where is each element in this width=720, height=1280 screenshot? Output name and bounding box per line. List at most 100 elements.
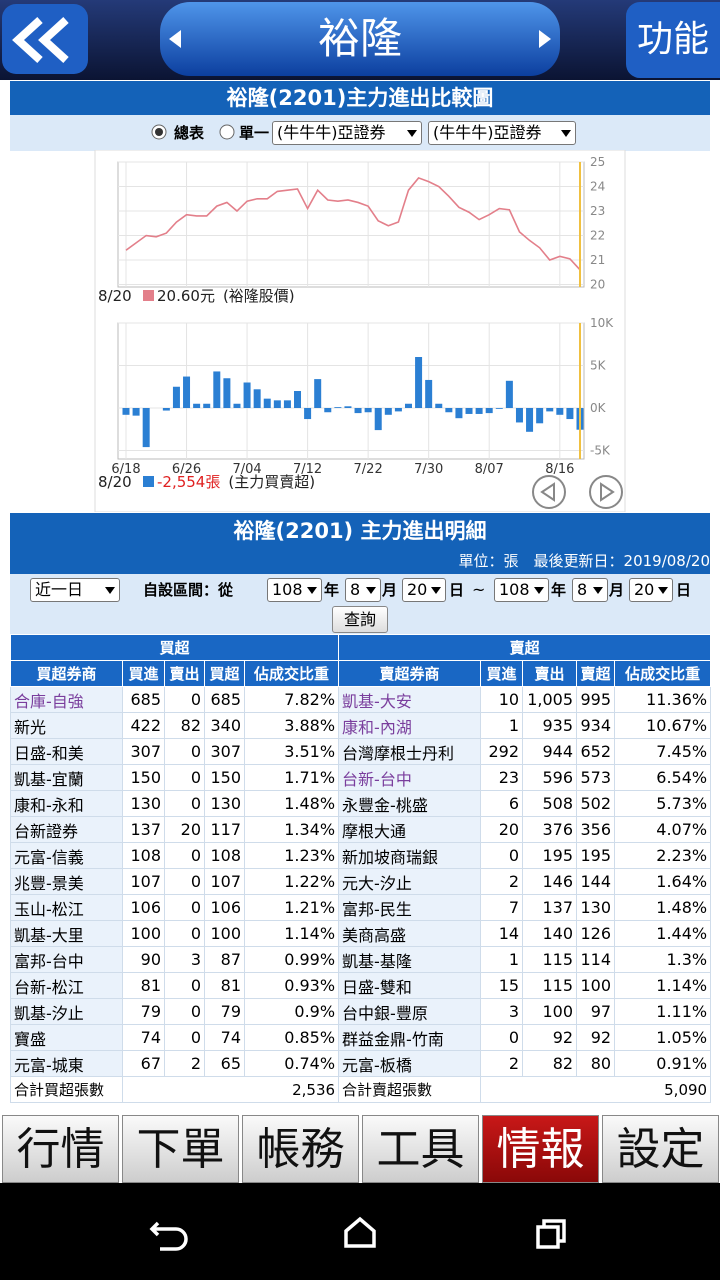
y-tick-label: 5K [590, 359, 607, 373]
date-select[interactable]: 20 [402, 578, 446, 602]
broker-cell[interactable]: 群益金鼎-竹南 [338, 1024, 482, 1051]
stock-title[interactable]: 裕隆 [160, 2, 560, 76]
query-button[interactable]: 查詢 [332, 606, 388, 633]
date-select[interactable]: 20 [629, 578, 673, 602]
broker-cell[interactable]: 台新證券 [10, 816, 123, 843]
number-cell: 1 [480, 712, 524, 739]
broker-cell[interactable]: 台新-松江 [10, 972, 123, 999]
bar [526, 408, 534, 432]
broker-cell[interactable]: 合庫-自強 [10, 686, 123, 713]
broker-cell[interactable]: 富邦-台中 [10, 946, 123, 973]
broker-cell[interactable]: 元富-板橋 [338, 1050, 482, 1077]
broker-cell[interactable]: 寶盛 [10, 1024, 123, 1051]
back-button[interactable] [0, 2, 92, 78]
number-cell: 376 [522, 816, 578, 843]
date-select[interactable]: 8 [345, 578, 381, 602]
number-cell: 150 [122, 764, 165, 791]
legend-swatch [143, 476, 154, 487]
broker-cell[interactable]: 玉山-松江 [10, 894, 123, 921]
radio-label[interactable]: 總表 [174, 124, 205, 142]
radio-label[interactable]: 單一 [239, 124, 270, 142]
period-select[interactable]: 近一日 [30, 578, 120, 602]
broker-cell[interactable]: 台新-台中 [338, 764, 482, 791]
broker-cell[interactable]: 美商高盛 [338, 920, 482, 947]
number-cell: 80 [576, 1050, 616, 1077]
broker-cell[interactable]: 兆豐-景美 [10, 868, 123, 895]
nav-tab[interactable]: 行情 [2, 1115, 119, 1183]
legend-value: -2,554張 [157, 473, 220, 491]
number-cell: 7.45% [614, 738, 712, 765]
broker-cell[interactable]: 富邦-民生 [338, 894, 482, 921]
back-key[interactable] [149, 1221, 188, 1251]
bar [122, 408, 130, 415]
broker-cell[interactable]: 台灣摩根士丹利 [338, 738, 482, 765]
recents-key[interactable] [536, 1219, 566, 1249]
broker-cell[interactable]: 凱基-汐止 [10, 998, 123, 1025]
detail-title: 裕隆(2201) 主力進出明細 [10, 513, 710, 549]
bar [263, 398, 271, 408]
number-cell: 97 [576, 998, 616, 1025]
nav-tab[interactable]: 下單 [122, 1115, 239, 1183]
broker-cell[interactable]: 康和-永和 [10, 790, 123, 817]
number-cell: 82 [164, 712, 205, 739]
broker-cell[interactable]: 日盛-雙和 [338, 972, 482, 999]
broker-cell[interactable]: 凱基-宜蘭 [10, 764, 123, 791]
number-cell: 356 [576, 816, 616, 843]
number-cell: 1.14% [614, 972, 712, 999]
bar [495, 408, 503, 409]
number-cell: 15 [480, 972, 524, 999]
total-cell: 合計買超張數 [10, 1076, 123, 1103]
broker-cell[interactable]: 摩根大通 [338, 816, 482, 843]
broker-cell[interactable]: 日盛-和美 [10, 738, 123, 765]
broker-cell[interactable]: 新加坡商瑞銀 [338, 842, 482, 869]
number-cell: 67 [122, 1050, 165, 1077]
bar [536, 408, 544, 424]
broker-cell[interactable]: 康和-內湖 [338, 712, 482, 739]
nav-tab[interactable]: 設定 [602, 1115, 719, 1183]
date-select[interactable]: 108 [267, 578, 322, 602]
radio-buttons[interactable] [150, 123, 250, 143]
broker-cell[interactable]: 凱基-大安 [338, 686, 482, 713]
broker-cell[interactable]: 元富-信義 [10, 842, 123, 869]
number-cell: 130 [122, 790, 165, 817]
number-cell: 995 [576, 686, 616, 713]
nav-tab[interactable]: 帳務 [242, 1115, 359, 1183]
number-cell: 4.07% [614, 816, 712, 843]
date-select[interactable]: 8 [572, 578, 608, 602]
nav-tab[interactable]: 情報 [482, 1115, 599, 1183]
number-cell: 79 [204, 998, 245, 1025]
broker-cell[interactable]: 元富-城東 [10, 1050, 123, 1077]
query-controls: 近一日 自設區間：從 查詢 108 年 8 月 20 日 108 年 8 月 20 日 ~ [10, 574, 710, 634]
home-key[interactable] [344, 1216, 376, 1248]
chart-options: 總表 單一 (牛牛牛)亞證券 (牛牛牛)亞證券 [10, 115, 710, 151]
broker-cell[interactable]: 新光 [10, 712, 123, 739]
broker-cell[interactable]: 台中銀-豐原 [338, 998, 482, 1025]
number-cell: 2 [480, 868, 524, 895]
bar [223, 378, 231, 408]
nav-buttons[interactable] [532, 475, 623, 509]
bar [465, 408, 473, 414]
menu-button[interactable]: 功能 [626, 2, 720, 78]
bar [203, 403, 211, 408]
date-select[interactable]: 108 [494, 578, 549, 602]
number-cell: 1.05% [614, 1024, 712, 1051]
number-cell: 0.9% [243, 998, 340, 1025]
number-cell: 6.54% [614, 764, 712, 791]
title-arrows[interactable] [165, 28, 555, 50]
broker-cell[interactable]: 元大-汐止 [338, 868, 482, 895]
broker-cell[interactable]: 永豐金-桃盛 [338, 790, 482, 817]
number-cell: 90 [122, 946, 165, 973]
broker-cell[interactable]: 凱基-大里 [10, 920, 123, 947]
broker-select[interactable]: (牛牛牛)亞證券 [428, 121, 576, 145]
broker-select[interactable]: (牛牛牛)亞證券 [272, 121, 422, 145]
nav-tab[interactable]: 工具 [362, 1115, 479, 1183]
broker-cell[interactable]: 凱基-基隆 [338, 946, 482, 973]
total-cell: 5,090 [480, 1076, 712, 1103]
number-cell: 100 [204, 920, 245, 947]
number-cell: 150 [204, 764, 245, 791]
bar [142, 408, 150, 448]
number-cell: 6 [480, 790, 524, 817]
number-cell: 1.22% [243, 868, 340, 895]
number-cell: 106 [122, 894, 165, 921]
bar [344, 406, 352, 408]
